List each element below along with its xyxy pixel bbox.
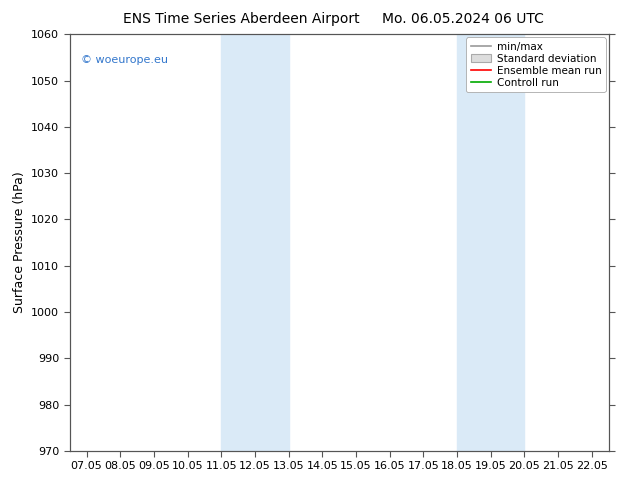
Bar (221, 34, 288, 451)
Y-axis label: Surface Pressure (hPa): Surface Pressure (hPa) (13, 172, 25, 314)
Text: © woeurope.eu: © woeurope.eu (81, 55, 167, 65)
Legend: min/max, Standard deviation, Ensemble mean run, Controll run: min/max, Standard deviation, Ensemble me… (467, 37, 605, 92)
Bar (457, 34, 524, 451)
Text: Mo. 06.05.2024 06 UTC: Mo. 06.05.2024 06 UTC (382, 12, 544, 26)
Text: ENS Time Series Aberdeen Airport: ENS Time Series Aberdeen Airport (122, 12, 359, 26)
